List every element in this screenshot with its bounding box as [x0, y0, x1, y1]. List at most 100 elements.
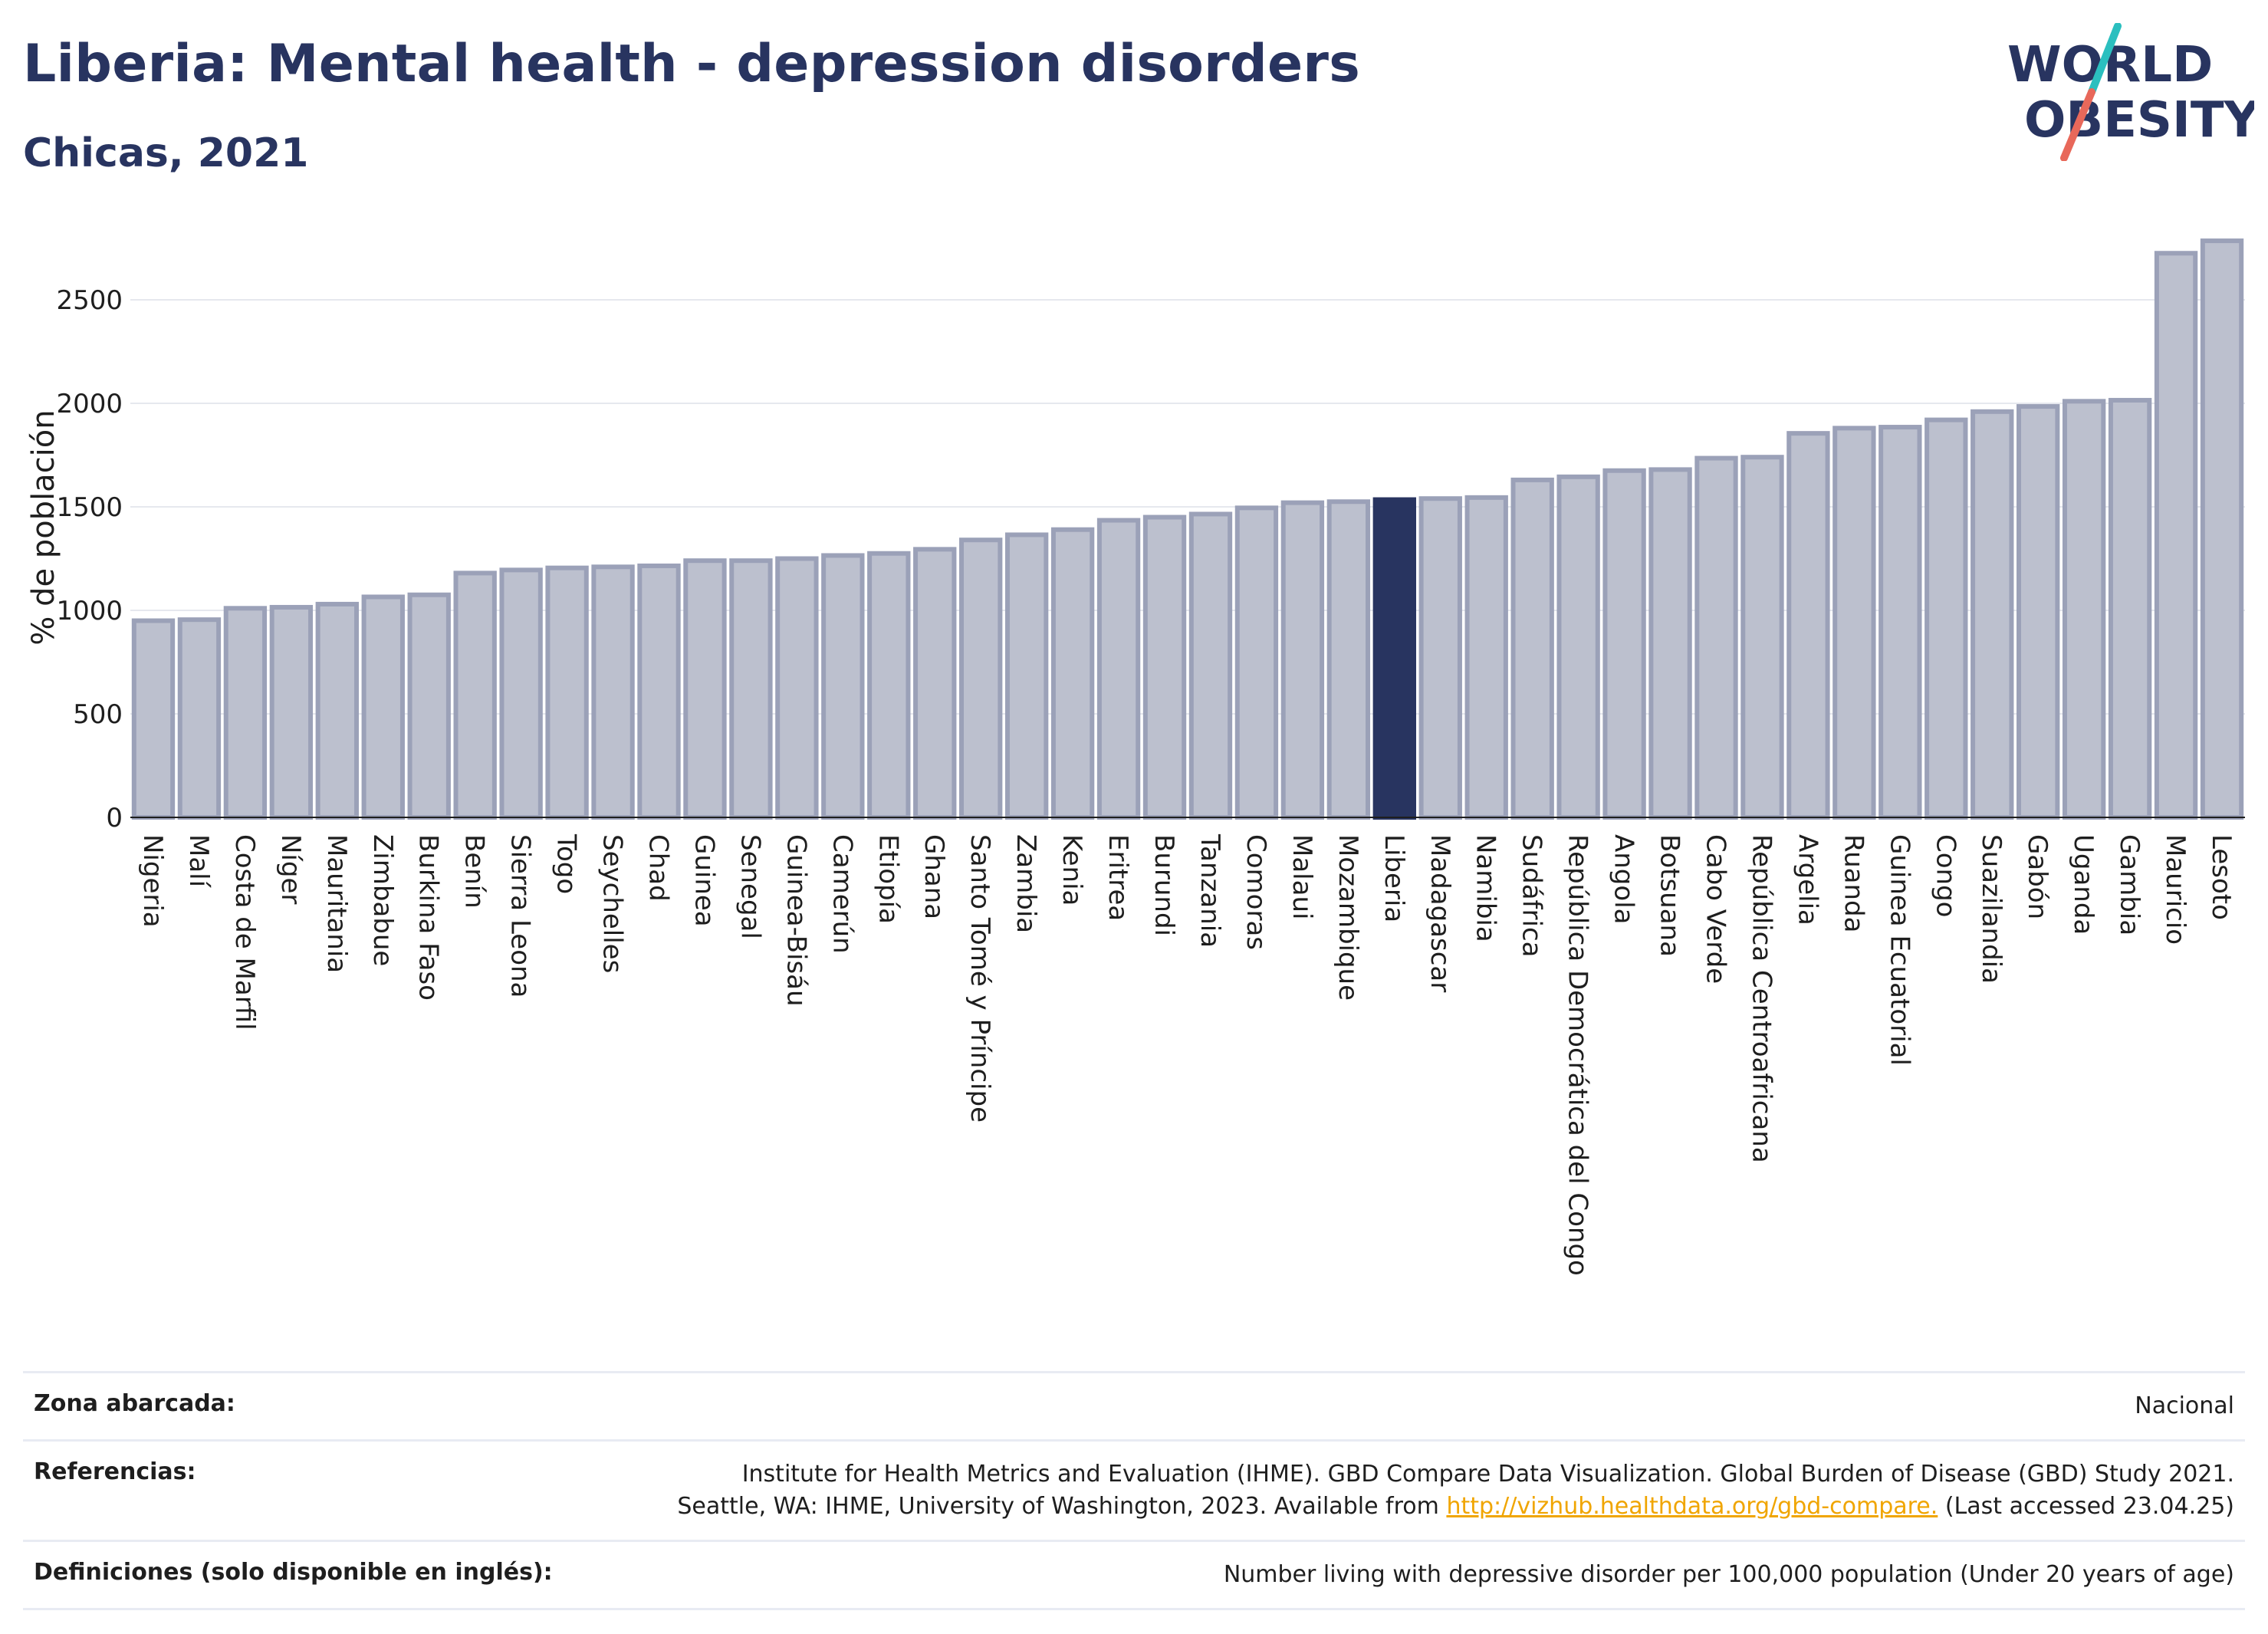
- x-category-label: República Centroafricana: [1746, 834, 1777, 1163]
- x-category-label: Sierra Leona: [505, 834, 536, 998]
- world-obesity-logo: WORLD OBESITY: [2007, 23, 2254, 161]
- x-category-label: Mozambique: [1333, 834, 1363, 1001]
- x-category-label: Mauricio: [2160, 834, 2191, 945]
- definitions-label: Definiciones (solo disponible en inglés)…: [34, 1559, 553, 1586]
- x-category-label: Botsuana: [1655, 834, 1685, 957]
- bar: [913, 547, 957, 820]
- bar: [2017, 404, 2060, 820]
- bar: [959, 538, 1003, 820]
- x-category-label: Liberia: [1379, 834, 1409, 922]
- x-category-label: Chad: [643, 834, 674, 902]
- x-category-label: Gabón: [2022, 834, 2053, 919]
- bar: [1971, 409, 2014, 820]
- x-category-label: República Democrática del Congo: [1563, 834, 1593, 1276]
- coverage-label: Zona abarcada:: [34, 1390, 235, 1417]
- x-category-label: Mauritania: [321, 834, 352, 973]
- bar: [1464, 495, 1508, 820]
- x-category-label: Benín: [459, 834, 490, 909]
- bar: [2062, 399, 2106, 820]
- references-link[interactable]: http://vizhub.healthdata.org/gbd-compare…: [1446, 1493, 1938, 1520]
- x-category-label: Ghana: [919, 834, 949, 919]
- references-value: Institute for Health Metrics and Evaluat…: [677, 1458, 2234, 1523]
- x-category-label: Argelia: [1792, 834, 1823, 925]
- x-category-label: Santo Tomé y Príncipe: [965, 834, 995, 1123]
- bar: [545, 565, 589, 820]
- y-tick-label: 1000: [56, 596, 123, 626]
- bar: [1740, 455, 1784, 820]
- x-category-label: Nigeria: [137, 834, 168, 928]
- x-category-label: Comoras: [1241, 834, 1271, 950]
- bar: [269, 604, 314, 820]
- bar: [1510, 477, 1554, 820]
- bar: [1004, 532, 1049, 820]
- bar: [637, 563, 681, 820]
- bar: [1142, 515, 1187, 820]
- chart-subtitle: Chicas, 2021: [23, 130, 309, 176]
- bar: [775, 556, 819, 820]
- x-category-label: Malí: [183, 834, 214, 889]
- x-category-label: Zimbabue: [367, 834, 398, 966]
- x-category-label: Burkina Faso: [413, 834, 444, 1001]
- x-category-label: Cabo Verde: [1701, 834, 1731, 984]
- bars: [131, 238, 2244, 820]
- bar: [1648, 467, 1692, 820]
- y-tick-label: 500: [73, 699, 123, 730]
- footer-row-definitions: Definiciones (solo disponible en inglés)…: [23, 1540, 2245, 1610]
- bar: [1188, 511, 1233, 820]
- x-category-label: Guinea-Bisáu: [781, 834, 811, 1007]
- x-category-labels: Nigeria Malí Costa de Marfil Níger Mauritani…: [137, 833, 2237, 1276]
- bar: [1925, 417, 1968, 820]
- bar: [1694, 455, 1738, 820]
- logo-text-obesity: OBESITY: [2024, 92, 2254, 149]
- bar: [1234, 505, 1279, 820]
- bar: [821, 553, 865, 820]
- x-category-label: Eritrea: [1103, 834, 1133, 921]
- x-category-label: Suazilandia: [1976, 834, 2007, 984]
- x-category-label: Uganda: [2068, 834, 2099, 935]
- references-line-2: Seattle, WA: IHME, University of Washing…: [677, 1493, 1439, 1520]
- bar: [407, 592, 451, 820]
- bar: [729, 558, 773, 820]
- coverage-value: Nacional: [2135, 1392, 2234, 1419]
- x-category-label: Namibia: [1471, 834, 1501, 942]
- x-category-label: Kenia: [1057, 834, 1087, 906]
- x-category-label: Senegal: [735, 834, 765, 939]
- x-category-label: Angola: [1609, 834, 1639, 924]
- bar: [591, 564, 635, 820]
- bar: [223, 606, 268, 820]
- footer-table: Zona abarcada: Nacional Referencias: Ins…: [23, 1371, 2245, 1610]
- x-category-label: Sudáfrica: [1517, 834, 1547, 957]
- y-tick-labels: 0 500 1000 1500 2000 2500: [56, 285, 123, 833]
- bar: [1556, 474, 1600, 820]
- logo-slash-teal: [2088, 23, 2122, 96]
- bar: [315, 601, 359, 820]
- x-category-label: Burundi: [1149, 834, 1179, 936]
- bar: [1050, 527, 1095, 820]
- references-label: Referencias:: [34, 1458, 196, 1485]
- bar: [1602, 468, 1646, 820]
- bar: [1418, 496, 1462, 820]
- bar: [499, 567, 543, 820]
- bar: [131, 618, 176, 820]
- x-category-label: Etiopía: [873, 834, 903, 924]
- footer-row-coverage: Zona abarcada: Nacional: [23, 1371, 2245, 1439]
- x-category-label: Madagascar: [1425, 834, 1455, 992]
- x-category-label: Ruanda: [1838, 834, 1869, 932]
- bar: [2108, 397, 2152, 820]
- references-suffix: (Last accessed 23.04.25): [1944, 1493, 2234, 1520]
- references-line-1: Institute for Health Metrics and Evaluat…: [741, 1461, 2234, 1488]
- x-category-label: Seychelles: [597, 834, 628, 973]
- x-category-label: Zambia: [1011, 834, 1041, 933]
- x-category-label: Lesoto: [2206, 834, 2237, 920]
- chart-title: Liberia: Mental health - depression diso…: [23, 34, 1361, 94]
- x-category-label: Togo: [551, 833, 582, 894]
- x-category-label: Níger: [275, 834, 306, 904]
- bar-chart: 0 500 1000 1500 2000 2500 Nigeria Malí Costa de…: [26, 238, 2245, 1276]
- x-category-label: Congo: [1930, 834, 1961, 917]
- x-category-label: Tanzania: [1195, 833, 1225, 948]
- bar: [1096, 518, 1141, 820]
- y-tick-label: 2000: [56, 389, 123, 419]
- x-category-label: Gambia: [2114, 834, 2145, 935]
- bar: [1878, 425, 1922, 820]
- x-category-label: Costa de Marfil: [229, 834, 260, 1031]
